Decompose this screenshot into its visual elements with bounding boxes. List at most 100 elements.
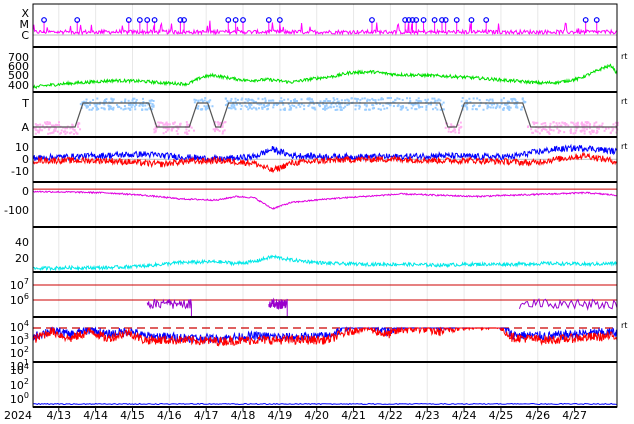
sector-point	[611, 129, 614, 132]
sector-point	[60, 129, 63, 132]
sector-point	[418, 99, 421, 102]
sector-point	[295, 106, 298, 109]
sector-point	[574, 131, 577, 134]
sector-point	[379, 108, 382, 111]
sector-point	[188, 129, 191, 132]
sector-point	[185, 121, 188, 124]
sector-point	[442, 101, 445, 104]
wind-speed-line	[32, 63, 618, 90]
sector-point	[540, 123, 543, 126]
sector-point	[560, 124, 563, 127]
sector-point	[425, 100, 428, 103]
sector-point	[250, 107, 253, 110]
sector-point	[221, 124, 224, 127]
sector-point	[85, 106, 88, 109]
sector-point	[334, 102, 337, 105]
sector-point	[262, 103, 265, 106]
panel-imf-components: rt	[32, 142, 627, 183]
x-tick-label: 4/21	[341, 409, 366, 422]
sector-point	[63, 130, 66, 133]
sector-point	[150, 99, 153, 102]
sector-point	[537, 127, 540, 130]
sector-point	[372, 99, 375, 102]
sector-point	[380, 97, 383, 100]
sector-point	[523, 101, 526, 104]
sector-point	[133, 105, 136, 108]
flare-marker	[240, 17, 246, 23]
sector-point	[76, 132, 79, 135]
x-tick-label: 4/16	[157, 409, 182, 422]
right-label: rt	[621, 321, 627, 330]
sector-point	[549, 122, 552, 125]
sector-point	[55, 127, 58, 130]
sector-point	[166, 124, 169, 127]
sector-point	[288, 105, 291, 108]
sector-point	[489, 106, 492, 109]
sector-point	[515, 102, 518, 105]
sector-point	[444, 126, 447, 129]
sector-point	[142, 100, 145, 103]
sector-point	[194, 99, 197, 102]
sector-point	[508, 108, 511, 111]
sector-point	[230, 97, 233, 100]
sector-point	[530, 128, 533, 131]
sector-point	[543, 128, 546, 131]
sector-point	[124, 107, 127, 110]
xray-series-line	[32, 20, 618, 36]
sector-point	[461, 97, 464, 100]
chart-frame	[32, 3, 618, 408]
sector-point	[47, 128, 50, 131]
tick-label-imf-sector: A	[21, 121, 29, 134]
sector-point	[474, 108, 477, 111]
proton-line-1	[32, 326, 618, 347]
sector-point	[463, 105, 466, 108]
sector-point	[416, 102, 419, 105]
flare-marker	[431, 17, 438, 23]
sector-point	[503, 103, 506, 106]
sector-point	[359, 105, 362, 108]
sector-point	[591, 131, 594, 134]
sector-point	[54, 129, 57, 132]
sector-point	[215, 128, 218, 131]
sector-point	[615, 125, 618, 128]
sector-point	[581, 126, 584, 129]
sector-point	[153, 128, 156, 131]
sector-point	[266, 108, 269, 111]
sector-point	[261, 98, 264, 101]
sector-line	[33, 102, 617, 128]
sector-point	[230, 104, 233, 107]
sector-point	[197, 100, 200, 103]
sector-point	[368, 108, 371, 111]
sector-point	[47, 123, 50, 126]
sector-point	[580, 121, 583, 124]
sector-point	[542, 127, 545, 130]
sector-point	[72, 132, 75, 135]
x-tick-label: 4/27	[562, 409, 587, 422]
sector-point	[233, 104, 236, 107]
sector-point	[350, 97, 353, 100]
tick-label-xray-class: M	[20, 18, 30, 31]
sector-point	[498, 106, 501, 109]
flare-marker	[439, 17, 445, 23]
sector-point	[236, 98, 239, 101]
sector-point	[552, 129, 555, 132]
sector-point	[582, 123, 585, 126]
sector-point	[205, 100, 208, 103]
sector-point	[478, 104, 481, 107]
sector-point	[228, 106, 231, 109]
sector-point	[335, 105, 338, 108]
sector-point	[201, 100, 204, 103]
sector-point	[502, 97, 505, 100]
x-tick-label: 4/23	[415, 409, 440, 422]
sector-point	[79, 128, 82, 131]
sector-point	[448, 126, 451, 129]
sector-point	[581, 129, 584, 132]
sector-point	[418, 106, 421, 109]
sector-point	[556, 124, 559, 127]
flare-marker	[442, 17, 449, 23]
sector-point	[431, 97, 434, 100]
sector-point	[596, 130, 599, 133]
sector-point	[260, 103, 263, 106]
sector-point	[593, 122, 596, 125]
sector-point	[46, 121, 49, 124]
